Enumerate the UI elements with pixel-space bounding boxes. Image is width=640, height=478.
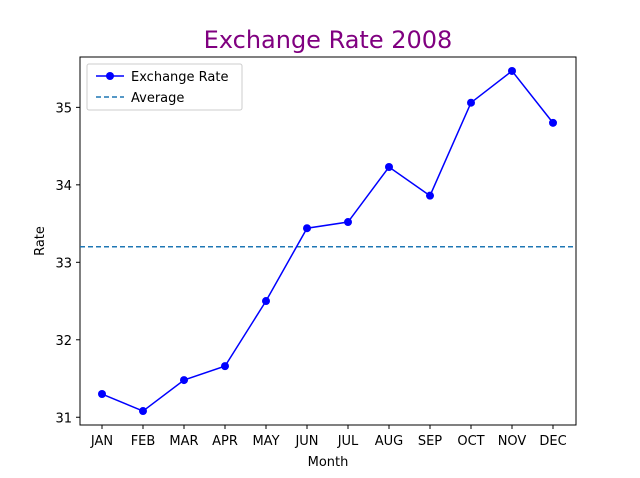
x-axis-label: Month [308,455,349,470]
plot-area [79,56,577,426]
x-tick-label: FEB [131,434,156,449]
data-point [262,297,270,306]
legend-label-exchange-rate: Exchange Rate [131,70,228,85]
data-point [549,118,557,127]
y-tick-label: 32 [55,334,72,349]
x-tick-label: APR [212,434,238,449]
plot-frame [79,56,577,426]
legend: Exchange Rate Average [86,63,243,111]
y-axis-label: Rate [33,226,48,256]
x-tick-label: AUG [375,434,403,449]
chart-title: Exchange Rate 2008 [204,26,453,54]
series-line-exchange-rate [101,69,554,412]
x-axis-ticks: JAN FEB MAR APR MAY JUN JUL AUG SEP OCT NOV DEC [90,425,567,449]
data-point [180,376,188,385]
x-tick-label: SEP [418,434,442,449]
series-layer [98,66,557,416]
data-point [344,218,352,227]
y-axis-ticks: 31 32 33 34 35 [55,101,80,426]
x-tick-label: JUN [294,434,318,449]
y-tick-label: 31 [55,411,72,426]
legend-label-average: Average [131,91,184,106]
data-point [303,224,311,233]
y-tick-label: 33 [55,256,72,271]
data-point [508,66,516,75]
y-tick-label: 34 [55,179,72,194]
x-tick-label: OCT [457,434,484,449]
x-tick-label: JAN [90,434,113,449]
legend-box [86,63,243,111]
data-point [385,163,393,172]
x-tick-label: NOV [498,434,527,449]
x-tick-label: JUL [337,434,359,449]
data-point [467,98,475,107]
x-tick-label: MAY [252,434,279,449]
legend-marker-exchange-rate [106,72,114,80]
x-tick-label: DEC [539,434,566,449]
data-point [426,191,434,200]
x-tick-label: MAR [169,434,198,449]
y-tick-label: 35 [55,101,72,116]
data-point [139,407,147,416]
data-point [221,362,229,371]
data-point [98,390,106,399]
